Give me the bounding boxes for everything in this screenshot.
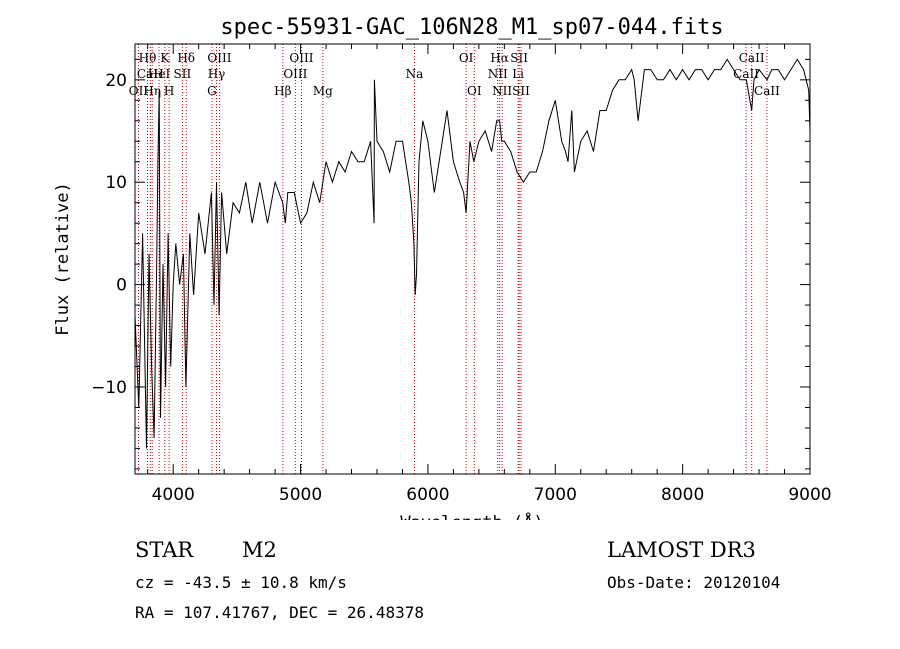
line-marker-label: NII (492, 84, 512, 98)
x-tick-label: 6000 (406, 485, 449, 505)
y-tick-label: 0 (116, 276, 127, 296)
chart-title: spec-55931-GAC_106N28_M1_sp07-044.fits (220, 15, 723, 40)
line-marker-label: G (207, 84, 217, 98)
line-marker-label: Hα (490, 51, 509, 65)
spectrum-chart: spec-55931-GAC_106N28_M1_sp07-044.fits O… (53, 15, 832, 520)
obs-date: Obs-Date: 20120104 (607, 573, 781, 592)
x-tick-label: 7000 (534, 485, 577, 505)
line-marker-label: K (160, 51, 170, 65)
redshift-value: cz = -43.5 ± 10.8 km/s (135, 573, 347, 592)
line-marker-label: SII (510, 51, 528, 65)
y-axis-label: Flux (relative) (53, 182, 73, 336)
line-marker-label: Hδ (177, 51, 195, 65)
line-marker-label: CaH (137, 67, 164, 81)
line-marker-label: Hγ (208, 67, 226, 81)
y-tick-label: 10 (105, 173, 127, 193)
subclass: M2 (242, 538, 277, 562)
line-marker-label: Hβ (274, 84, 291, 98)
line-marker-label: NII (488, 67, 508, 81)
line-marker-label: H (164, 84, 174, 98)
line-marker-label: OII (129, 84, 149, 98)
line-marker-label: SII (512, 84, 530, 98)
line-marker-label: Hθ (139, 51, 157, 65)
spectrum-line (134, 58, 811, 449)
line-marker-label: CaII (739, 51, 765, 65)
y-tick-label: 20 (105, 71, 127, 91)
y-tick-label: −10 (91, 378, 127, 398)
line-marker-label: CaII (754, 84, 780, 98)
x-tick-label: 5000 (279, 485, 322, 505)
line-marker-label: Li (512, 67, 524, 81)
x-axis-label: Wavelength (Å) (400, 511, 543, 520)
line-marker-label: CaII (733, 67, 759, 81)
line-marker-label: OIII (283, 67, 307, 81)
x-tick-label: 8000 (661, 485, 704, 505)
line-marker-label: SII (174, 67, 192, 81)
axis-ticks: 4000 5000 6000 7000 8000 9000 −10 0 10 20 (91, 44, 832, 505)
x-tick-label: 9000 (788, 485, 831, 505)
line-marker-label: Hη (143, 84, 161, 98)
line-marker-label: Na (406, 67, 424, 81)
line-marker-label: OI (459, 51, 474, 65)
line-marker-label: Mg (313, 84, 333, 98)
line-markers: OIIHθCaHHηHeIKHSIIHδGHγOIIIHβOIIIOIIIMgN… (129, 44, 780, 474)
plot-frame (134, 43, 811, 475)
line-marker-label: OIII (207, 51, 231, 65)
line-marker-label: OIII (289, 51, 313, 65)
line-marker-label: OI (467, 84, 482, 98)
survey-name: LAMOST DR3 (607, 538, 756, 562)
x-tick-label: 4000 (152, 485, 195, 505)
coordinates: RA = 107.41767, DEC = 26.48378 (135, 603, 424, 622)
object-class: STAR (135, 538, 194, 562)
line-marker-label: HeI (148, 67, 171, 81)
